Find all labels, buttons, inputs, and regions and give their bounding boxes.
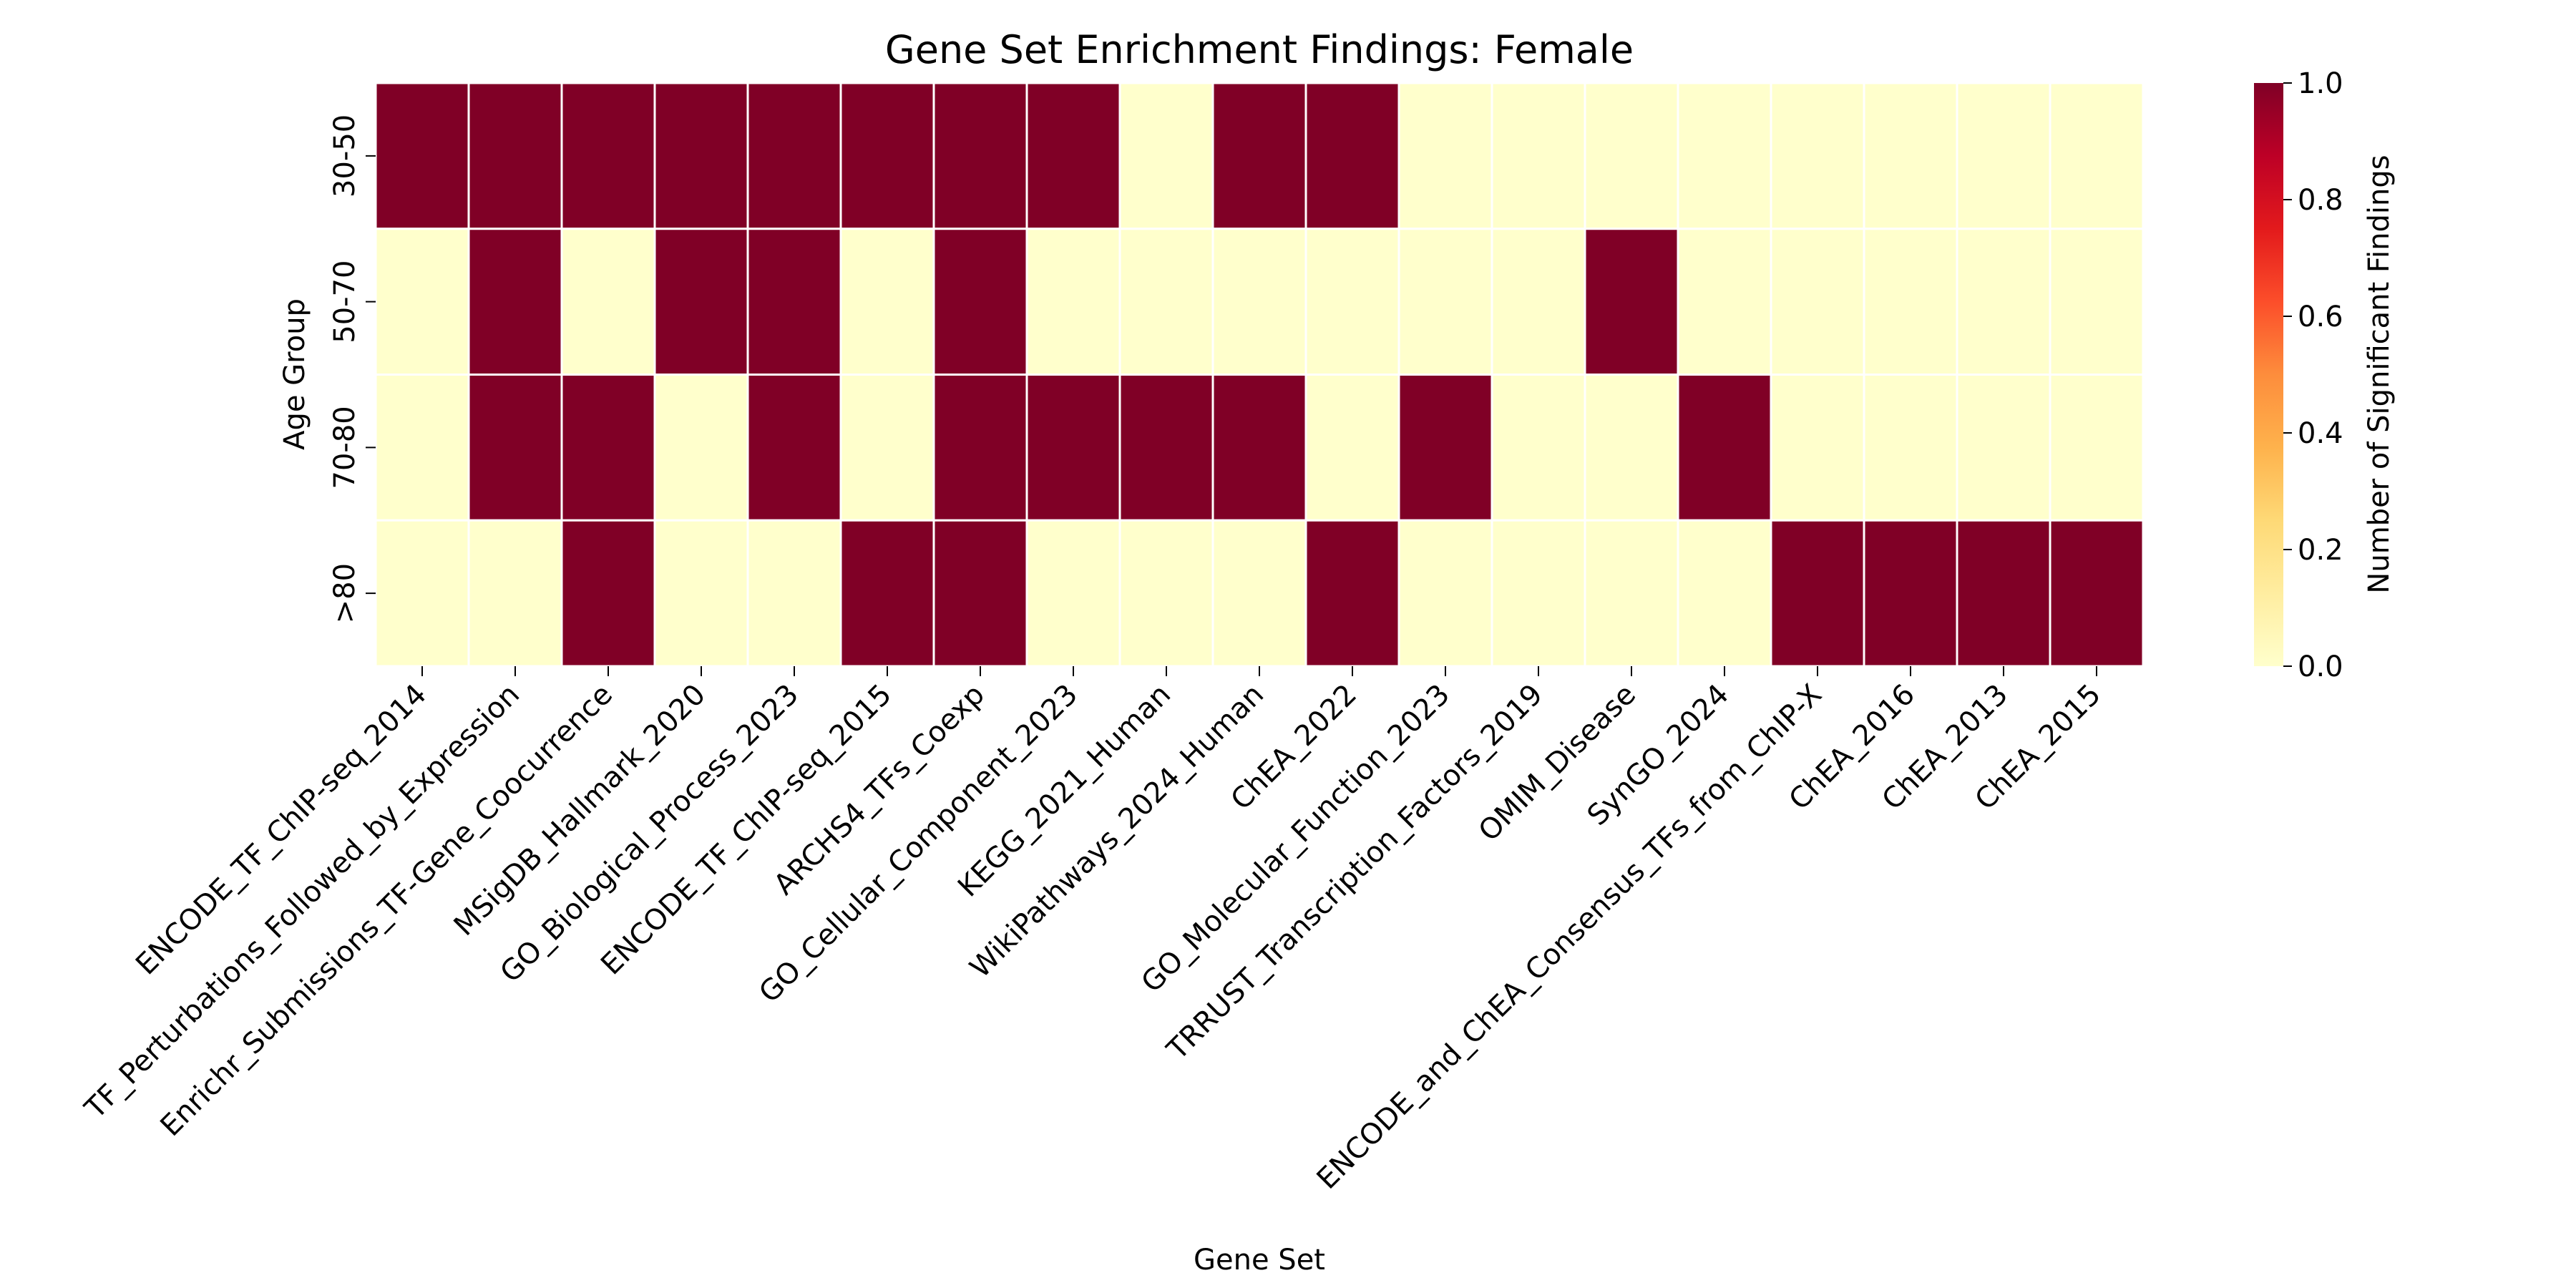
heatmap-cell bbox=[467, 374, 563, 522]
heatmap-cell bbox=[1863, 519, 1958, 668]
heatmap-cell bbox=[1397, 228, 1493, 376]
heatmap-cell bbox=[1118, 228, 1214, 376]
heatmap-cell bbox=[746, 374, 842, 522]
heatmap-cell bbox=[746, 519, 842, 668]
heatmap-cell bbox=[1211, 228, 1307, 376]
heatmap-cell bbox=[1025, 374, 1121, 522]
heatmap-cell bbox=[932, 228, 1028, 376]
heatmap-cell bbox=[1956, 374, 2051, 522]
heatmap-cell bbox=[2049, 82, 2145, 230]
heatmap-cell bbox=[1956, 519, 2051, 668]
heatmap-cell bbox=[746, 228, 842, 376]
colorbar: 0.0 0.2 0.4 0.6 0.8 1.0 Number of Significant… bbox=[2254, 67, 2396, 683]
heatmap-cell bbox=[1584, 374, 1679, 522]
colorbar-tick-label: 1.0 bbox=[2298, 67, 2343, 100]
heatmap-cell bbox=[1304, 374, 1400, 522]
heatmap-cell bbox=[374, 228, 470, 376]
heatmap-cell bbox=[1956, 228, 2051, 376]
heatmap-cell bbox=[560, 82, 656, 230]
heatmap-cell bbox=[1025, 519, 1121, 668]
y-tick-label: 70-80 bbox=[328, 406, 361, 489]
heatmap-cell bbox=[839, 228, 935, 376]
heatmap-cell bbox=[1677, 519, 1772, 668]
y-tick-label: 50-70 bbox=[328, 260, 361, 343]
heatmap-cell bbox=[1025, 82, 1121, 230]
x-tick-label: TF_Perturbations_Followed_by_Expression bbox=[78, 678, 526, 1126]
heatmap-cell bbox=[560, 519, 656, 668]
heatmap-cell bbox=[374, 519, 470, 668]
heatmap-cell bbox=[1863, 82, 1958, 230]
heatmap-cell bbox=[653, 228, 749, 376]
heatmap-cell bbox=[1397, 519, 1493, 668]
x-tick-label: OMIM_Disease bbox=[1473, 678, 1642, 848]
colorbar-tick-label: 0.2 bbox=[2298, 534, 2343, 567]
heatmap-cell bbox=[653, 82, 749, 230]
heatmap-cell bbox=[1956, 82, 2051, 230]
heatmap-cell bbox=[839, 519, 935, 668]
colorbar-label: Number of Significant Findings bbox=[2363, 155, 2396, 593]
heatmap-cell bbox=[653, 374, 749, 522]
heatmap-cell bbox=[1025, 228, 1121, 376]
heatmap-cells bbox=[374, 82, 2145, 668]
heatmap-cell bbox=[1211, 374, 1307, 522]
heatmap-cell bbox=[932, 374, 1028, 522]
heatmap-cell bbox=[1397, 82, 1493, 230]
heatmap-cell bbox=[2049, 519, 2145, 668]
heatmap-cell bbox=[2049, 228, 2145, 376]
heatmap-cell bbox=[1770, 228, 1865, 376]
heatmap-cell bbox=[1491, 519, 1586, 668]
heatmap-cell bbox=[560, 228, 656, 376]
y-tick-label: 30-50 bbox=[328, 114, 361, 197]
heatmap-cell bbox=[653, 519, 749, 668]
heatmap-cell bbox=[467, 82, 563, 230]
heatmap-cell bbox=[374, 82, 470, 230]
heatmap-cell bbox=[1677, 228, 1772, 376]
heatmap-cell bbox=[560, 374, 656, 522]
heatmap-cell bbox=[1118, 374, 1214, 522]
colorbar-gradient bbox=[2254, 83, 2283, 666]
colorbar-tick-label: 0.4 bbox=[2298, 417, 2343, 450]
heatmap-cell bbox=[1863, 374, 1958, 522]
heatmap-cell bbox=[1491, 374, 1586, 522]
colorbar-tick-label: 0.8 bbox=[2298, 184, 2343, 217]
heatmap-cell bbox=[839, 374, 935, 522]
y-axis-label: Age Group bbox=[278, 298, 311, 450]
y-axis-ticks: 30-50 50-70 70-80 >80 bbox=[328, 114, 376, 623]
heatmap-cell bbox=[1863, 228, 1958, 376]
colorbar-tick-label: 0.0 bbox=[2298, 650, 2343, 683]
heatmap-cell bbox=[1304, 519, 1400, 668]
colorbar-tick-label: 0.6 bbox=[2298, 301, 2343, 333]
heatmap-cell bbox=[1397, 374, 1493, 522]
heatmap-cell bbox=[932, 82, 1028, 230]
colorbar-ticks: 0.0 0.2 0.4 0.6 0.8 1.0 bbox=[2283, 67, 2343, 683]
heatmap-cell bbox=[2049, 374, 2145, 522]
heatmap-cell bbox=[1770, 374, 1865, 522]
chart-title: Gene Set Enrichment Findings: Female bbox=[885, 27, 1634, 72]
heatmap-cell bbox=[839, 82, 935, 230]
heatmap-cell bbox=[1584, 228, 1679, 376]
heatmap-cell bbox=[467, 228, 563, 376]
heatmap-cell bbox=[1304, 228, 1400, 376]
heatmap-cell bbox=[467, 519, 563, 668]
heatmap-cell bbox=[1491, 82, 1586, 230]
heatmap-cell bbox=[1211, 82, 1307, 230]
heatmap-cell bbox=[1211, 519, 1307, 668]
heatmap-cell bbox=[1584, 82, 1679, 230]
heatmap-cell bbox=[1304, 82, 1400, 230]
heatmap-cell bbox=[746, 82, 842, 230]
x-axis-ticks: ENCODE_TF_ChIP-seq_2014TF_Perturbations_… bbox=[78, 666, 2107, 1196]
heatmap-cell bbox=[1584, 519, 1679, 668]
heatmap-cell bbox=[374, 374, 470, 522]
heatmap-cell bbox=[1118, 82, 1214, 230]
x-axis-label: Gene Set bbox=[1194, 1244, 1325, 1277]
heatmap-cell bbox=[1491, 228, 1586, 376]
heatmap-cell bbox=[1677, 82, 1772, 230]
heatmap-cell bbox=[1770, 82, 1865, 230]
heatmap-cell bbox=[1118, 519, 1214, 668]
heatmap-cell bbox=[1677, 374, 1772, 522]
heatmap-cell bbox=[1770, 519, 1865, 668]
heatmap-cell bbox=[932, 519, 1028, 668]
y-tick-label: >80 bbox=[328, 563, 361, 623]
